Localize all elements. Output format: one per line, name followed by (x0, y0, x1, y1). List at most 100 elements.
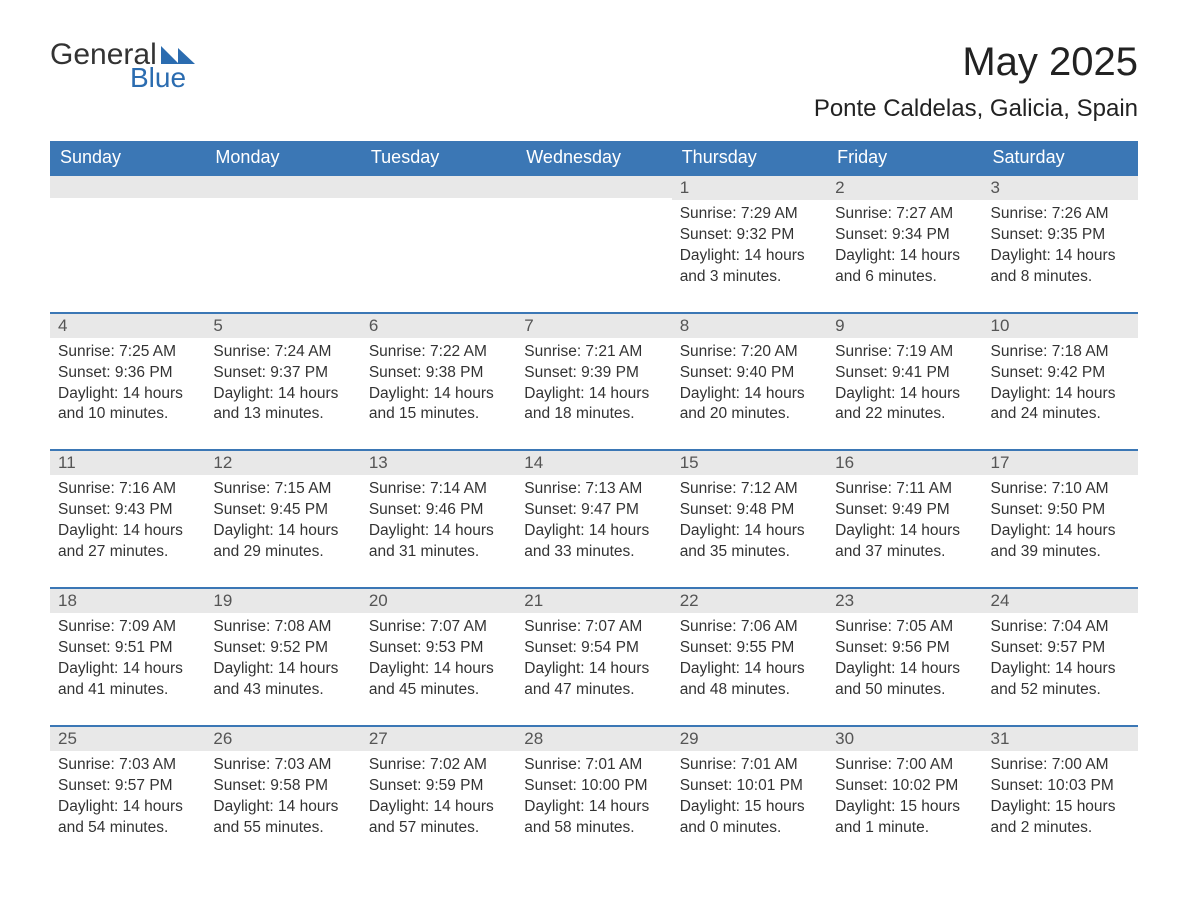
sunrise-text: Sunrise: 7:25 AM (58, 342, 197, 363)
day-cell: 16Sunrise: 7:11 AMSunset: 9:49 PMDayligh… (827, 450, 982, 588)
day-data: Sunrise: 7:12 AMSunset: 9:48 PMDaylight:… (672, 475, 827, 587)
day-cell: 29Sunrise: 7:01 AMSunset: 10:01 PMDaylig… (672, 726, 827, 863)
daylight-text: Daylight: 14 hours and 52 minutes. (991, 659, 1130, 701)
day-cell: 15Sunrise: 7:12 AMSunset: 9:48 PMDayligh… (672, 450, 827, 588)
sunrise-text: Sunrise: 7:12 AM (680, 479, 819, 500)
sunrise-text: Sunrise: 7:06 AM (680, 617, 819, 638)
sunset-text: Sunset: 9:59 PM (369, 776, 508, 797)
sunrise-text: Sunrise: 7:07 AM (369, 617, 508, 638)
daylight-text: Daylight: 15 hours and 0 minutes. (680, 797, 819, 839)
daylight-text: Daylight: 14 hours and 10 minutes. (58, 384, 197, 426)
day-cell: 17Sunrise: 7:10 AMSunset: 9:50 PMDayligh… (983, 450, 1138, 588)
day-data (50, 198, 205, 298)
daylight-text: Daylight: 14 hours and 13 minutes. (213, 384, 352, 426)
sunset-text: Sunset: 9:42 PM (991, 363, 1130, 384)
sunrise-text: Sunrise: 7:08 AM (213, 617, 352, 638)
day-cell: 6Sunrise: 7:22 AMSunset: 9:38 PMDaylight… (361, 313, 516, 451)
day-number: 19 (205, 589, 360, 613)
day-cell: 24Sunrise: 7:04 AMSunset: 9:57 PMDayligh… (983, 588, 1138, 726)
day-cell: 18Sunrise: 7:09 AMSunset: 9:51 PMDayligh… (50, 588, 205, 726)
calendar-body: 1Sunrise: 7:29 AMSunset: 9:32 PMDaylight… (50, 175, 1138, 862)
week-row: 25Sunrise: 7:03 AMSunset: 9:57 PMDayligh… (50, 726, 1138, 863)
day-cell: 26Sunrise: 7:03 AMSunset: 9:58 PMDayligh… (205, 726, 360, 863)
sunset-text: Sunset: 9:50 PM (991, 500, 1130, 521)
day-number: 26 (205, 727, 360, 751)
logo-text-blue: Blue (130, 64, 195, 92)
day-cell (205, 175, 360, 313)
sunset-text: Sunset: 9:48 PM (680, 500, 819, 521)
day-data: Sunrise: 7:10 AMSunset: 9:50 PMDaylight:… (983, 475, 1138, 587)
day-cell: 21Sunrise: 7:07 AMSunset: 9:54 PMDayligh… (516, 588, 671, 726)
dow-tuesday: Tuesday (361, 141, 516, 175)
day-number: 31 (983, 727, 1138, 751)
week-row: 11Sunrise: 7:16 AMSunset: 9:43 PMDayligh… (50, 450, 1138, 588)
day-data: Sunrise: 7:21 AMSunset: 9:39 PMDaylight:… (516, 338, 671, 450)
week-row: 4Sunrise: 7:25 AMSunset: 9:36 PMDaylight… (50, 313, 1138, 451)
sunrise-text: Sunrise: 7:13 AM (524, 479, 663, 500)
day-number: 15 (672, 451, 827, 475)
day-data (205, 198, 360, 298)
sunrise-text: Sunrise: 7:22 AM (369, 342, 508, 363)
day-number: 5 (205, 314, 360, 338)
daylight-text: Daylight: 14 hours and 3 minutes. (680, 246, 819, 288)
day-cell: 7Sunrise: 7:21 AMSunset: 9:39 PMDaylight… (516, 313, 671, 451)
day-data: Sunrise: 7:01 AMSunset: 10:01 PMDaylight… (672, 751, 827, 863)
title-block: May 2025 Ponte Caldelas, Galicia, Spain (814, 40, 1138, 123)
daylight-text: Daylight: 14 hours and 22 minutes. (835, 384, 974, 426)
sunset-text: Sunset: 9:37 PM (213, 363, 352, 384)
sunset-text: Sunset: 9:39 PM (524, 363, 663, 384)
day-data (361, 198, 516, 298)
sunrise-text: Sunrise: 7:18 AM (991, 342, 1130, 363)
sunset-text: Sunset: 9:34 PM (835, 225, 974, 246)
sunrise-text: Sunrise: 7:10 AM (991, 479, 1130, 500)
daylight-text: Daylight: 14 hours and 43 minutes. (213, 659, 352, 701)
day-data: Sunrise: 7:08 AMSunset: 9:52 PMDaylight:… (205, 613, 360, 725)
week-row: 1Sunrise: 7:29 AMSunset: 9:32 PMDaylight… (50, 175, 1138, 313)
day-cell: 3Sunrise: 7:26 AMSunset: 9:35 PMDaylight… (983, 175, 1138, 313)
daylight-text: Daylight: 15 hours and 1 minute. (835, 797, 974, 839)
day-data: Sunrise: 7:03 AMSunset: 9:58 PMDaylight:… (205, 751, 360, 863)
sunrise-text: Sunrise: 7:14 AM (369, 479, 508, 500)
day-data: Sunrise: 7:00 AMSunset: 10:02 PMDaylight… (827, 751, 982, 863)
day-cell (50, 175, 205, 313)
daylight-text: Daylight: 14 hours and 37 minutes. (835, 521, 974, 563)
day-cell: 11Sunrise: 7:16 AMSunset: 9:43 PMDayligh… (50, 450, 205, 588)
sunset-text: Sunset: 9:43 PM (58, 500, 197, 521)
day-data: Sunrise: 7:13 AMSunset: 9:47 PMDaylight:… (516, 475, 671, 587)
sunset-text: Sunset: 9:40 PM (680, 363, 819, 384)
day-number: 3 (983, 176, 1138, 200)
day-number: 9 (827, 314, 982, 338)
daylight-text: Daylight: 14 hours and 57 minutes. (369, 797, 508, 839)
day-number: 10 (983, 314, 1138, 338)
sunrise-text: Sunrise: 7:04 AM (991, 617, 1130, 638)
day-number: 1 (672, 176, 827, 200)
sunset-text: Sunset: 9:54 PM (524, 638, 663, 659)
day-data: Sunrise: 7:18 AMSunset: 9:42 PMDaylight:… (983, 338, 1138, 450)
day-data: Sunrise: 7:04 AMSunset: 9:57 PMDaylight:… (983, 613, 1138, 725)
day-cell: 8Sunrise: 7:20 AMSunset: 9:40 PMDaylight… (672, 313, 827, 451)
daylight-text: Daylight: 14 hours and 48 minutes. (680, 659, 819, 701)
day-number: 29 (672, 727, 827, 751)
daylight-text: Daylight: 14 hours and 6 minutes. (835, 246, 974, 288)
sunset-text: Sunset: 10:01 PM (680, 776, 819, 797)
daylight-text: Daylight: 14 hours and 58 minutes. (524, 797, 663, 839)
sunrise-text: Sunrise: 7:19 AM (835, 342, 974, 363)
sunrise-text: Sunrise: 7:21 AM (524, 342, 663, 363)
day-number: 13 (361, 451, 516, 475)
day-cell: 13Sunrise: 7:14 AMSunset: 9:46 PMDayligh… (361, 450, 516, 588)
dow-wednesday: Wednesday (516, 141, 671, 175)
day-number: 7 (516, 314, 671, 338)
day-data: Sunrise: 7:16 AMSunset: 9:43 PMDaylight:… (50, 475, 205, 587)
dow-monday: Monday (205, 141, 360, 175)
day-number: 18 (50, 589, 205, 613)
day-data: Sunrise: 7:14 AMSunset: 9:46 PMDaylight:… (361, 475, 516, 587)
day-number: 25 (50, 727, 205, 751)
day-number: 8 (672, 314, 827, 338)
sunrise-text: Sunrise: 7:03 AM (58, 755, 197, 776)
day-cell: 5Sunrise: 7:24 AMSunset: 9:37 PMDaylight… (205, 313, 360, 451)
dow-thursday: Thursday (672, 141, 827, 175)
daylight-text: Daylight: 14 hours and 47 minutes. (524, 659, 663, 701)
day-data: Sunrise: 7:02 AMSunset: 9:59 PMDaylight:… (361, 751, 516, 863)
day-number: 17 (983, 451, 1138, 475)
day-cell (516, 175, 671, 313)
